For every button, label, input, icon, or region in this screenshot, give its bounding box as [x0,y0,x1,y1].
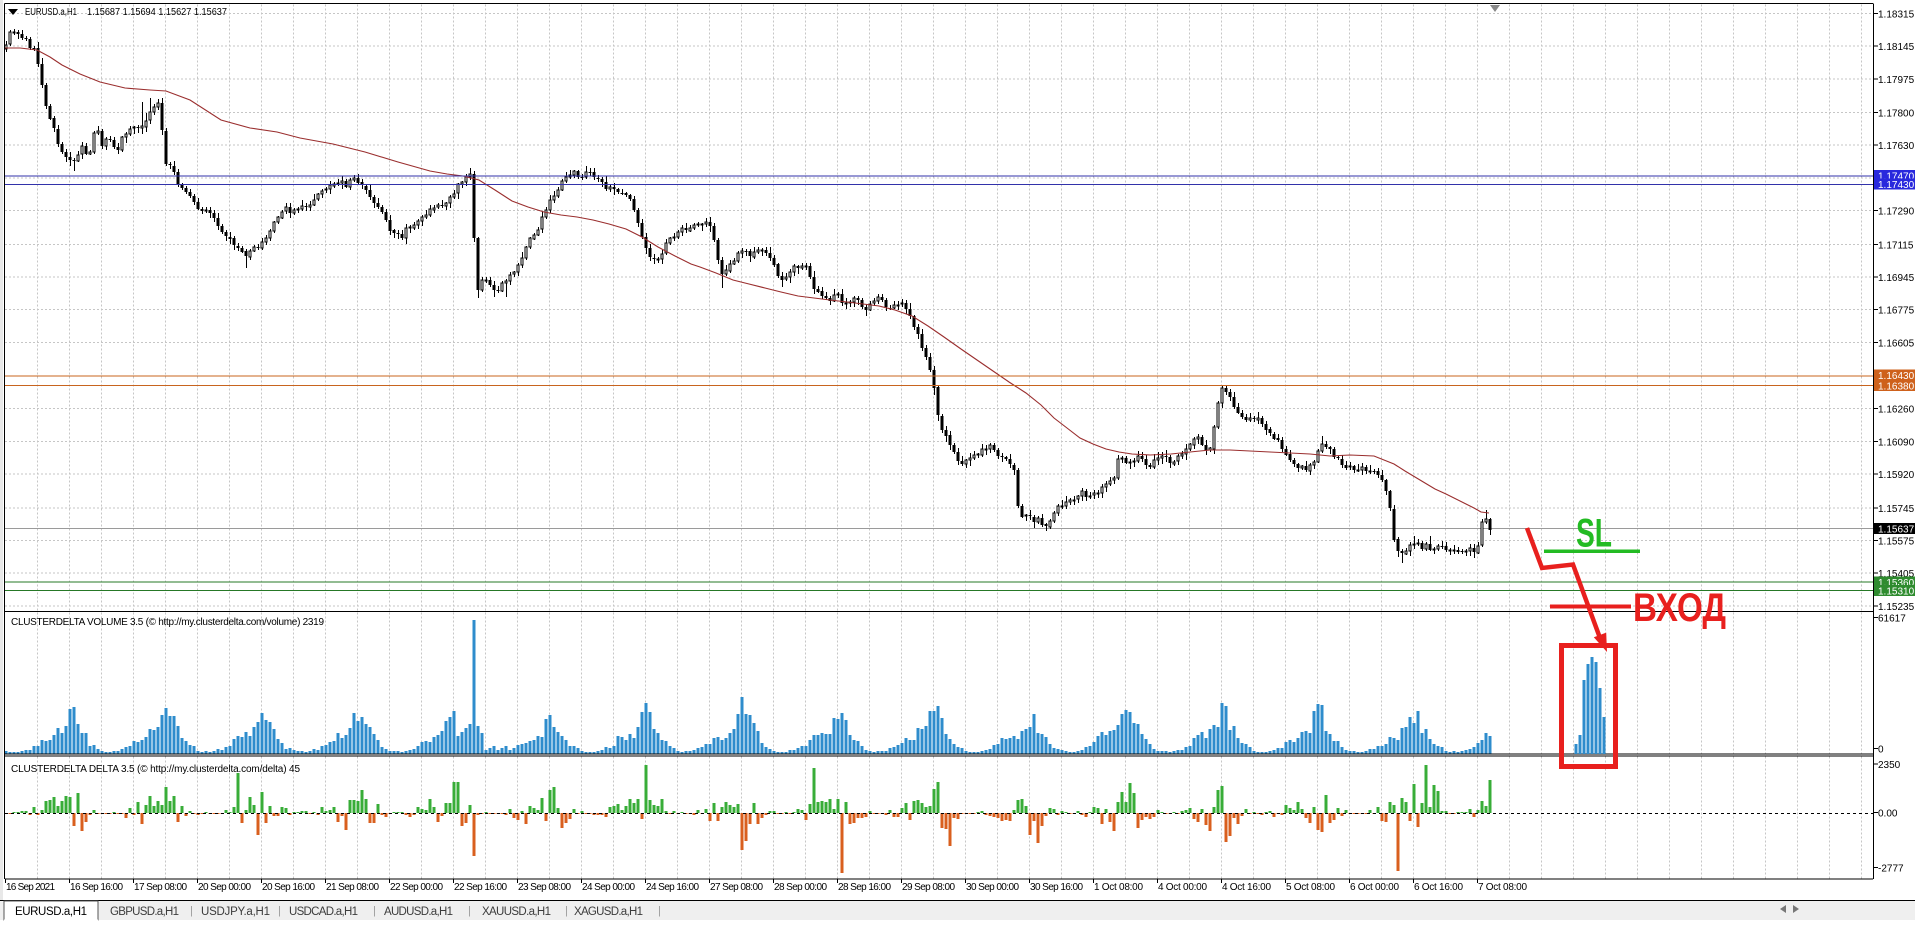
svg-text:1.15637: 1.15637 [1878,524,1915,535]
svg-text:|: | [658,905,661,917]
svg-text:2350: 2350 [1878,760,1901,771]
svg-text:17 Sep 08:00: 17 Sep 08:00 [134,882,187,893]
svg-text:XAUUSD.a,H1: XAUUSD.a,H1 [482,906,551,918]
svg-text:USDJPY.a,H1: USDJPY.a,H1 [201,906,270,918]
svg-text:30 Sep 16:00: 30 Sep 16:00 [1030,882,1083,893]
svg-text:1.17290: 1.17290 [1878,207,1915,218]
svg-text:1.18145: 1.18145 [1878,42,1915,53]
svg-text:1.17975: 1.17975 [1878,75,1915,86]
svg-text:|: | [190,905,193,917]
svg-text:16 Sep 2021: 16 Sep 2021 [6,882,55,893]
svg-text:30 Sep 00:00: 30 Sep 00:00 [966,882,1019,893]
svg-text:USDCAD.a,H1: USDCAD.a,H1 [289,906,358,918]
svg-text:23 Sep 08:00: 23 Sep 08:00 [518,882,571,893]
svg-text:XAGUSD.a,H1: XAGUSD.a,H1 [574,906,643,918]
svg-text:20 Sep 00:00: 20 Sep 00:00 [198,882,251,893]
svg-text:|: | [468,905,471,917]
svg-text:|: | [278,905,281,917]
svg-text:1.16260: 1.16260 [1878,405,1915,416]
svg-text:CLUSTERDELTA DELTA 3.5 (© http: CLUSTERDELTA DELTA 3.5 (© http://my.clus… [11,764,300,775]
svg-text:|: | [373,905,376,917]
svg-text:GBPUSD.a,H1: GBPUSD.a,H1 [110,906,179,918]
svg-text:27 Sep 08:00: 27 Sep 08:00 [710,882,763,893]
svg-text:4 Oct 00:00: 4 Oct 00:00 [1158,882,1207,893]
svg-text:1.15745: 1.15745 [1878,504,1915,515]
svg-text:ВХОД: ВХОД [1633,586,1726,630]
svg-text:1.16380: 1.16380 [1878,382,1915,393]
svg-text:EURUSD.a,H1: EURUSD.a,H1 [25,7,77,18]
svg-text:EURUSD.a,H1: EURUSD.a,H1 [15,906,87,918]
svg-text:1.15920: 1.15920 [1878,470,1915,481]
svg-text:1.18315: 1.18315 [1878,9,1915,20]
svg-text:1.15687 1.15694 1.15627 1.1563: 1.15687 1.15694 1.15627 1.15637 [87,7,227,18]
svg-text:-2777: -2777 [1878,864,1904,875]
svg-text:1 Oct 08:00: 1 Oct 08:00 [1094,882,1143,893]
svg-text:6 Oct 00:00: 6 Oct 00:00 [1350,882,1399,893]
svg-text:1.17115: 1.17115 [1878,240,1914,251]
svg-text:0.00: 0.00 [1878,809,1898,820]
svg-text:1.17630: 1.17630 [1878,141,1915,152]
svg-text:1.15235: 1.15235 [1878,602,1915,613]
svg-text:CLUSTERDELTA VOLUME 3.5 (© htt: CLUSTERDELTA VOLUME 3.5 (© http://my.clu… [11,617,324,628]
svg-text:1.16605: 1.16605 [1878,338,1915,349]
svg-text:0: 0 [1878,744,1884,755]
svg-text:AUDUSD.a,H1: AUDUSD.a,H1 [384,906,453,918]
svg-text:1.15405: 1.15405 [1878,569,1915,580]
svg-text:1.17800: 1.17800 [1878,109,1915,120]
svg-text:20 Sep 16:00: 20 Sep 16:00 [262,882,315,893]
svg-text:7 Oct 08:00: 7 Oct 08:00 [1478,882,1527,893]
svg-text:24 Sep 16:00: 24 Sep 16:00 [646,882,699,893]
svg-text:4 Oct 16:00: 4 Oct 16:00 [1222,882,1271,893]
svg-text:1.15575: 1.15575 [1878,537,1915,548]
svg-text:1.17430: 1.17430 [1878,180,1915,191]
svg-text:|: | [565,905,568,917]
svg-text:1.15310: 1.15310 [1878,586,1915,597]
svg-text:1.15360: 1.15360 [1878,578,1915,589]
svg-text:SL: SL [1576,512,1612,556]
svg-text:22 Sep 16:00: 22 Sep 16:00 [454,882,507,893]
svg-text:29 Sep 08:00: 29 Sep 08:00 [902,882,955,893]
svg-text:1.17470: 1.17470 [1878,172,1915,183]
svg-text:21 Sep 08:00: 21 Sep 08:00 [326,882,379,893]
svg-text:24 Sep 00:00: 24 Sep 00:00 [582,882,635,893]
svg-text:6 Oct 16:00: 6 Oct 16:00 [1414,882,1463,893]
svg-text:1.16775: 1.16775 [1878,306,1915,317]
svg-text:16 Sep 16:00: 16 Sep 16:00 [70,882,123,893]
svg-text:5 Oct 08:00: 5 Oct 08:00 [1286,882,1335,893]
svg-text:1.16430: 1.16430 [1878,371,1915,382]
svg-text:28 Sep 16:00: 28 Sep 16:00 [838,882,891,893]
svg-text:1.16945: 1.16945 [1878,273,1915,284]
svg-text:22 Sep 00:00: 22 Sep 00:00 [390,882,443,893]
svg-text:1.16090: 1.16090 [1878,438,1915,449]
svg-text:28 Sep 00:00: 28 Sep 00:00 [774,882,827,893]
svg-text:61617: 61617 [1878,614,1906,625]
